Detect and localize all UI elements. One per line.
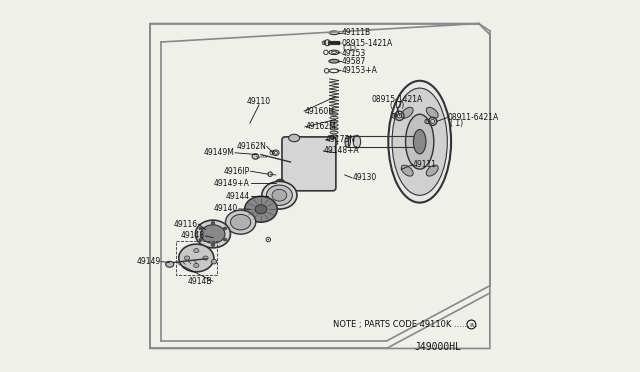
Ellipse shape: [244, 196, 277, 222]
Ellipse shape: [223, 238, 227, 241]
Ellipse shape: [329, 31, 339, 35]
Ellipse shape: [329, 60, 339, 63]
Text: 49148+A: 49148+A: [324, 147, 360, 155]
Text: NOTE ; PARTS CODE 49110K .........: NOTE ; PARTS CODE 49110K .........: [333, 320, 480, 329]
Text: 49162N: 49162N: [237, 142, 266, 151]
Text: 49160H: 49160H: [305, 106, 335, 116]
Text: 49149M: 49149M: [204, 148, 234, 157]
Ellipse shape: [230, 214, 251, 230]
Ellipse shape: [252, 154, 259, 159]
Text: 49173N: 49173N: [326, 135, 356, 144]
Ellipse shape: [194, 263, 199, 267]
Ellipse shape: [330, 131, 338, 134]
Ellipse shape: [262, 182, 297, 209]
Text: 4916lP: 4916lP: [223, 167, 250, 176]
Ellipse shape: [426, 165, 438, 176]
FancyBboxPatch shape: [282, 137, 336, 191]
Text: 49153: 49153: [341, 49, 365, 58]
Ellipse shape: [330, 120, 338, 123]
Ellipse shape: [330, 113, 338, 115]
Ellipse shape: [201, 225, 225, 243]
Ellipse shape: [223, 227, 227, 230]
Text: 49148: 49148: [180, 231, 205, 240]
Text: J49000HL: J49000HL: [415, 341, 461, 352]
Text: N: N: [392, 113, 396, 118]
Ellipse shape: [353, 135, 360, 148]
Ellipse shape: [330, 128, 338, 130]
Ellipse shape: [184, 256, 189, 260]
Text: a: a: [470, 322, 474, 327]
Ellipse shape: [211, 244, 215, 247]
Ellipse shape: [225, 210, 256, 234]
Text: 4914B: 4914B: [188, 277, 212, 286]
Ellipse shape: [330, 116, 338, 119]
Ellipse shape: [413, 129, 426, 154]
Ellipse shape: [195, 220, 230, 248]
Ellipse shape: [179, 244, 214, 272]
Text: 49149: 49149: [136, 257, 161, 266]
Ellipse shape: [345, 136, 351, 147]
Text: 49111B: 49111B: [341, 28, 371, 37]
Text: 08915-1421A: 08915-1421A: [372, 95, 423, 104]
Ellipse shape: [166, 261, 174, 267]
Ellipse shape: [406, 114, 434, 169]
Text: 49149+A: 49149+A: [214, 179, 250, 187]
Text: 49162M: 49162M: [305, 122, 336, 131]
Text: 49153+A: 49153+A: [341, 66, 378, 75]
Text: 49110: 49110: [247, 97, 271, 106]
Text: ( 1): ( 1): [450, 119, 463, 128]
Ellipse shape: [289, 134, 300, 142]
Ellipse shape: [330, 124, 338, 126]
Ellipse shape: [211, 260, 217, 264]
Ellipse shape: [211, 221, 215, 224]
Ellipse shape: [199, 227, 203, 230]
Ellipse shape: [199, 238, 203, 241]
Ellipse shape: [426, 107, 438, 118]
Ellipse shape: [401, 165, 413, 176]
Text: 08915-1421A: 08915-1421A: [341, 39, 393, 48]
Text: N: N: [323, 41, 326, 45]
Ellipse shape: [266, 185, 292, 205]
Text: 49130: 49130: [353, 173, 377, 182]
Text: 49140: 49140: [214, 204, 238, 214]
Text: ( D): ( D): [390, 101, 404, 110]
Ellipse shape: [392, 88, 447, 195]
Ellipse shape: [268, 239, 269, 240]
Text: 08911-6421A: 08911-6421A: [447, 113, 499, 122]
Text: 49144: 49144: [225, 192, 250, 201]
Ellipse shape: [401, 107, 413, 118]
Text: ( 1): ( 1): [343, 44, 356, 53]
Ellipse shape: [330, 135, 338, 137]
Text: 49111: 49111: [413, 160, 437, 169]
Ellipse shape: [194, 248, 199, 253]
Text: 49116: 49116: [173, 219, 197, 228]
Ellipse shape: [203, 256, 208, 260]
Text: N: N: [425, 119, 429, 124]
Ellipse shape: [255, 205, 267, 214]
Text: 49587: 49587: [341, 57, 365, 66]
Ellipse shape: [388, 81, 451, 203]
Ellipse shape: [272, 189, 287, 201]
